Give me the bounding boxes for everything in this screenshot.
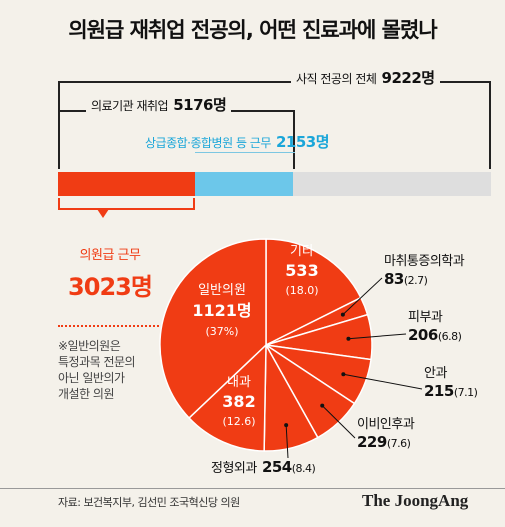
- clinic-bracket: [58, 198, 195, 210]
- leader-line-4: [321, 405, 356, 439]
- footer-rule: [0, 488, 505, 489]
- source-note: 자료: 보건복지부, 김선민 조국혁신당 의원: [58, 496, 240, 509]
- leader-dot-4: [320, 403, 325, 408]
- leader-dot-2: [346, 336, 351, 341]
- label-internal-name: 내과: [227, 375, 251, 390]
- clinic-label: 의원급 근무 3023명: [68, 248, 153, 301]
- reemployed-bracket-right: [293, 110, 295, 169]
- total-bracket-right: [489, 81, 491, 169]
- hospital-label: 상급종합·종합병원 등 근무 2153명: [145, 133, 330, 151]
- leader-line-1: [342, 277, 383, 315]
- label-ent: 이비인후과 229(7.6): [357, 417, 415, 451]
- brand-logo: The JoongAng: [362, 491, 469, 510]
- label-etc-value: 533: [285, 261, 318, 280]
- pie-slice-7: [159, 238, 267, 420]
- label-ortho: 정형외과 254(8.4): [211, 458, 316, 476]
- clinic-bracket-pointer: [97, 209, 109, 218]
- leader-line-5: [285, 425, 289, 459]
- label-general-name: 일반의원: [198, 283, 246, 298]
- reemployed-label: 의료기관 재취업 5176명: [86, 94, 232, 115]
- footnote: ※일반의원은 특정과목 전문의 아닌 일반의가 개설한 의원: [58, 339, 136, 401]
- label-anes: 마취통증의학과 83(2.7): [384, 254, 465, 288]
- leader-line-2: [348, 333, 407, 340]
- label-internal-pct: (12.6): [222, 415, 255, 428]
- label-general-pct: (37%): [205, 325, 238, 338]
- clinic-divider: [58, 325, 170, 327]
- leader-dot-5: [284, 423, 289, 428]
- bar-clinic: [58, 172, 195, 196]
- bar-hospital: [195, 172, 293, 196]
- leader-dot-3: [341, 372, 346, 377]
- hospital-bracket-top: [195, 152, 295, 153]
- label-internal-value: 382: [222, 392, 255, 411]
- total-bracket-left: [58, 81, 60, 169]
- chart-title: 의원급 재취업 전공의, 어떤 진료과에 몰렸나: [68, 18, 437, 42]
- pie-slice-0: [265, 238, 362, 347]
- label-eye: 안과 215(7.1): [424, 366, 478, 400]
- label-derm: 피부과 206(6.8): [408, 310, 462, 344]
- total-bracket-top: [58, 81, 491, 83]
- pie-slice-6: [188, 343, 267, 452]
- label-general-value: 1121명: [192, 301, 251, 320]
- label-etc-pct: (18.0): [285, 284, 318, 297]
- label-etc-name: 기타: [290, 244, 314, 259]
- leader-dot-1: [340, 312, 345, 317]
- total-label: 사직 전공의 전체 9222명: [291, 67, 440, 88]
- leader-line-3: [343, 373, 423, 390]
